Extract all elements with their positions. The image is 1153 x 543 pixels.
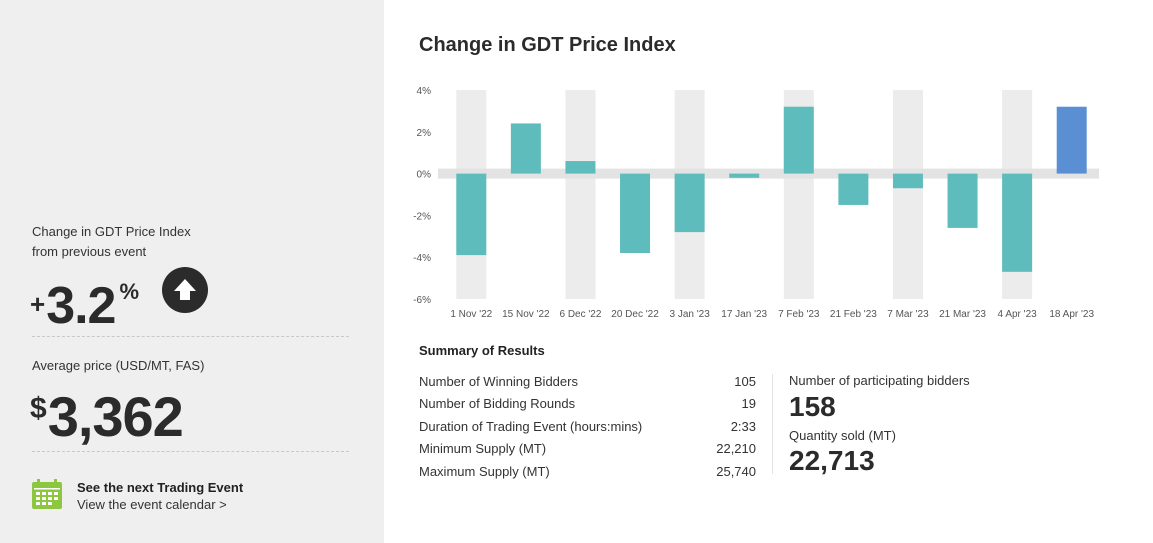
chart-ytick-label: -4% xyxy=(413,253,431,264)
chart-xtick-label: 1 Nov '22 xyxy=(450,309,492,320)
chart-bar xyxy=(456,173,487,256)
summary-title: Summary of Results xyxy=(419,343,545,358)
chart-xtick-label: 7 Mar '23 xyxy=(887,309,929,320)
summary-row: Number of Winning Bidders 105 xyxy=(419,372,756,392)
avg-price-number: 3,362 xyxy=(47,385,184,448)
summary-label: Number of Winning Bidders xyxy=(419,374,578,389)
summary-row: Duration of Trading Event (hours:mins) 2:… xyxy=(419,417,756,437)
summary-label: Minimum Supply (MT) xyxy=(419,441,547,456)
summary-value: 19 xyxy=(741,396,756,411)
chart-stripe xyxy=(565,90,596,299)
chart-title: Change in GDT Price Index xyxy=(419,34,676,56)
change-unit: % xyxy=(119,279,139,304)
quantity-label: Quantity sold (MT) xyxy=(789,428,896,443)
chart-xtick-label: 21 Mar '23 xyxy=(939,309,986,320)
chart-ytick-label: 4% xyxy=(417,86,432,97)
change-value: +3.2% xyxy=(30,262,139,336)
quantity-value: 22,713 xyxy=(789,445,875,476)
chart-xtick-label: 15 Nov '22 xyxy=(502,309,550,320)
chart-bar xyxy=(565,161,596,174)
chart-bar xyxy=(620,173,651,254)
summary-label: Maximum Supply (MT) xyxy=(419,464,550,479)
chart-bar xyxy=(838,173,869,205)
summary-value: 22,210 xyxy=(716,441,756,456)
chart-bar xyxy=(1002,173,1033,272)
change-label: Change in GDT Price Index xyxy=(32,224,191,239)
participating-value: 158 xyxy=(789,391,836,422)
chart-bar xyxy=(947,173,978,228)
chart-xtick-label: 4 Apr '23 xyxy=(998,309,1038,320)
summary-divider xyxy=(772,374,773,474)
chart-xtick-label: 20 Dec '22 xyxy=(611,309,659,320)
chart-xtick-label: 7 Feb '23 xyxy=(778,309,820,320)
event-calendar-link[interactable]: View the event calendar > xyxy=(77,497,227,512)
summary-row: Maximum Supply (MT) 25,740 xyxy=(419,462,756,482)
chart-bar xyxy=(892,173,923,189)
avg-price-value: $3,362 xyxy=(30,378,184,448)
chart-xtick-label: 3 Jan '23 xyxy=(669,309,710,320)
left-panel: Change in GDT Price Index from previous … xyxy=(0,0,384,543)
chart-bar xyxy=(729,173,760,178)
summary-row: Number of Bidding Rounds 19 xyxy=(419,394,756,414)
divider xyxy=(32,451,349,452)
participating-label: Number of participating bidders xyxy=(789,373,970,388)
summary-row: Minimum Supply (MT) 22,210 xyxy=(419,439,756,459)
chart-xtick-label: 21 Feb '23 xyxy=(830,309,877,320)
chart-bar xyxy=(674,173,705,233)
chart-bar xyxy=(783,106,814,174)
summary-value: 105 xyxy=(734,374,756,389)
summary-label: Number of Bidding Rounds xyxy=(419,396,576,411)
calendar-icon[interactable] xyxy=(32,479,62,509)
chart-bar xyxy=(1056,106,1087,174)
summary-value: 25,740 xyxy=(716,464,756,479)
change-sign: + xyxy=(30,289,45,319)
summary-value: 2:33 xyxy=(730,419,756,434)
chart-ytick-label: 2% xyxy=(417,128,432,139)
change-sublabel: from previous event xyxy=(32,244,147,259)
avg-price-label: Average price (USD/MT, FAS) xyxy=(32,358,205,373)
chart-ytick-label: -2% xyxy=(413,211,431,222)
chart-xtick-label: 18 Apr '23 xyxy=(1049,309,1094,320)
chart-stripe xyxy=(892,90,923,299)
chart-ytick-label: 0% xyxy=(417,170,432,181)
arrow-up-icon xyxy=(162,267,208,313)
change-number: 3.2 xyxy=(46,277,116,335)
summary-label: Duration of Trading Event (hours:mins) xyxy=(419,419,643,434)
chart-zero-band xyxy=(438,168,1099,179)
avg-currency: $ xyxy=(30,392,47,425)
divider xyxy=(32,336,349,337)
chart-ytick-label: -6% xyxy=(413,295,431,306)
chart-bar xyxy=(510,123,541,174)
chart-xtick-label: 17 Jan '23 xyxy=(721,309,767,320)
chart-xtick-label: 6 Dec '22 xyxy=(559,309,601,320)
price-index-chart: 4% 2% 0% -2% -4% -6% 1 Nov '22 15 Nov '22 6 Dec … xyxy=(413,86,1099,320)
next-event-title[interactable]: See the next Trading Event xyxy=(77,480,244,495)
